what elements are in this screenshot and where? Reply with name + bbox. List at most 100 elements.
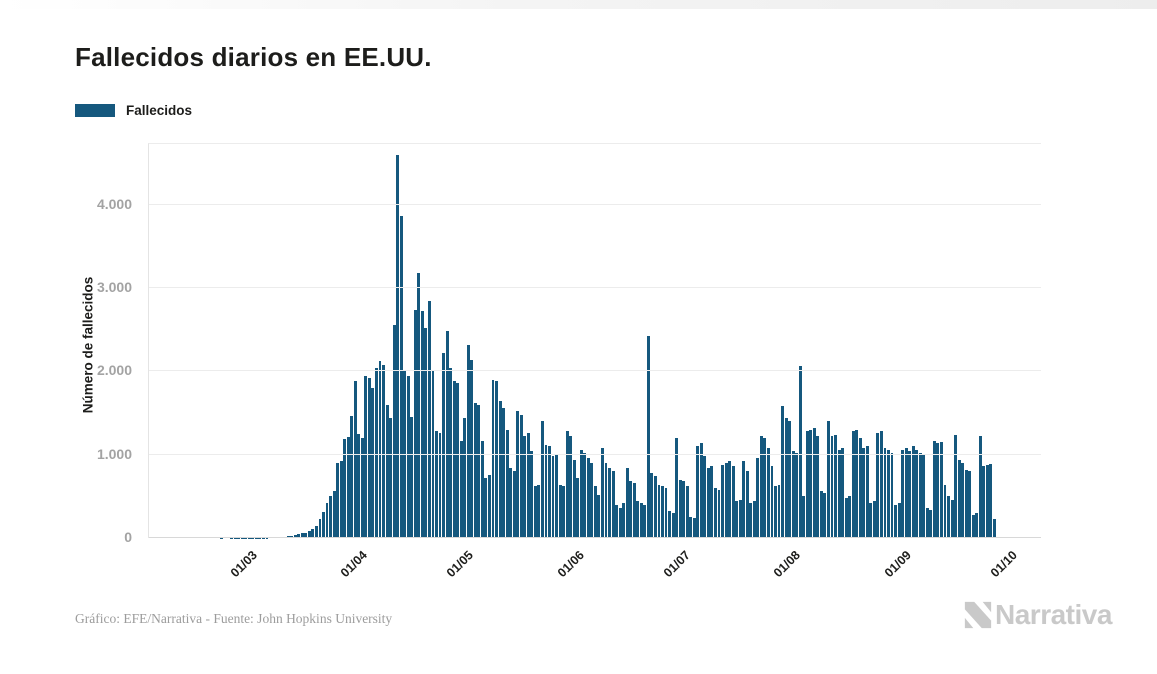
bar[interactable]	[968, 471, 972, 538]
bar[interactable]	[406, 376, 410, 538]
bar[interactable]	[918, 453, 922, 538]
bar[interactable]	[816, 436, 820, 538]
bar[interactable]	[735, 500, 739, 538]
bar[interactable]	[646, 336, 650, 538]
bar[interactable]	[459, 441, 463, 538]
bar[interactable]	[551, 456, 555, 538]
bar[interactable]	[488, 474, 491, 538]
bar[interactable]	[396, 154, 400, 538]
bar[interactable]	[375, 368, 378, 538]
bar[interactable]	[682, 481, 686, 538]
bar[interactable]	[819, 491, 823, 538]
bar[interactable]	[424, 328, 428, 538]
bar[interactable]	[675, 438, 679, 538]
bar[interactable]	[480, 440, 484, 538]
bar[interactable]	[869, 503, 873, 538]
bar[interactable]	[752, 501, 756, 538]
bar[interactable]	[293, 535, 297, 538]
bar[interactable]	[350, 415, 354, 538]
bar[interactable]	[791, 451, 795, 538]
bar[interactable]	[664, 488, 668, 538]
bar[interactable]	[420, 311, 424, 538]
bar[interactable]	[703, 456, 707, 538]
bar[interactable]	[558, 484, 562, 538]
bar[interactable]	[692, 518, 696, 538]
bar[interactable]	[650, 473, 654, 538]
bar[interactable]	[653, 476, 657, 538]
bar[interactable]	[618, 508, 622, 538]
bar[interactable]	[668, 511, 671, 538]
bar[interactable]	[883, 448, 887, 538]
bar[interactable]	[466, 344, 470, 538]
bar[interactable]	[862, 448, 866, 538]
bar[interactable]	[717, 489, 721, 538]
bar[interactable]	[544, 444, 548, 538]
bar[interactable]	[834, 434, 837, 538]
bar[interactable]	[378, 361, 382, 538]
bar[interactable]	[562, 486, 566, 538]
bar[interactable]	[537, 484, 541, 538]
bar[interactable]	[721, 464, 724, 538]
bar[interactable]	[533, 486, 537, 538]
bar[interactable]	[512, 471, 516, 538]
bar[interactable]	[699, 443, 703, 538]
bar[interactable]	[689, 517, 693, 538]
bar[interactable]	[339, 460, 343, 538]
bar[interactable]	[858, 438, 862, 538]
bar[interactable]	[456, 383, 460, 538]
bar[interactable]	[576, 478, 580, 538]
bar[interactable]	[519, 414, 523, 538]
bar[interactable]	[452, 381, 456, 538]
bar[interactable]	[985, 464, 989, 538]
bar[interactable]	[477, 404, 481, 538]
bar[interactable]	[371, 388, 375, 538]
bar[interactable]	[403, 371, 407, 538]
bar[interactable]	[887, 449, 890, 538]
bar[interactable]	[622, 503, 626, 538]
bar[interactable]	[890, 453, 894, 538]
bar[interactable]	[491, 379, 495, 538]
bar[interactable]	[516, 411, 520, 538]
bar[interactable]	[427, 301, 431, 538]
bar[interactable]	[738, 499, 742, 538]
bar[interactable]	[872, 501, 876, 538]
bar[interactable]	[922, 454, 926, 538]
bar[interactable]	[763, 438, 767, 538]
bar[interactable]	[498, 401, 502, 538]
bar[interactable]	[841, 448, 845, 538]
bar[interactable]	[297, 534, 301, 538]
bar[interactable]	[685, 486, 689, 538]
bar[interactable]	[777, 484, 781, 538]
bar[interactable]	[844, 498, 848, 538]
bar[interactable]	[827, 421, 830, 538]
bar[interactable]	[593, 486, 597, 538]
bar[interactable]	[569, 436, 573, 538]
bar[interactable]	[971, 514, 975, 538]
bar[interactable]	[855, 429, 859, 538]
bar[interactable]	[526, 433, 530, 538]
bar[interactable]	[385, 404, 389, 538]
bar[interactable]	[505, 429, 509, 538]
bar[interactable]	[413, 309, 417, 538]
bar[interactable]	[932, 441, 936, 538]
bar[interactable]	[442, 353, 445, 538]
bar[interactable]	[601, 448, 604, 538]
bar[interactable]	[318, 519, 322, 538]
bar[interactable]	[989, 463, 993, 538]
bar[interactable]	[399, 216, 403, 538]
bar[interactable]	[929, 509, 933, 538]
bar[interactable]	[766, 448, 770, 538]
bar[interactable]	[915, 449, 919, 538]
bar[interactable]	[307, 530, 311, 538]
bar[interactable]	[728, 461, 732, 538]
bar[interactable]	[802, 496, 806, 538]
bar[interactable]	[975, 513, 979, 538]
bar[interactable]	[353, 380, 357, 538]
bar[interactable]	[611, 471, 615, 538]
bar[interactable]	[357, 433, 361, 538]
bar[interactable]	[632, 483, 636, 538]
bar[interactable]	[774, 486, 777, 538]
bar[interactable]	[604, 463, 608, 538]
bar[interactable]	[756, 458, 760, 538]
bar[interactable]	[523, 436, 527, 538]
